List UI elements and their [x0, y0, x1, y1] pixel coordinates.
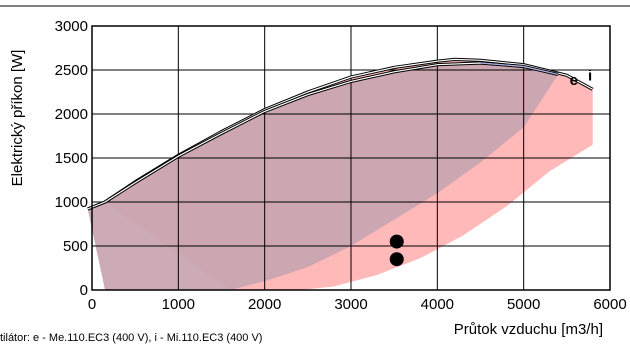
y-tick-label: 2000 — [55, 106, 88, 123]
x-tick-label: 3000 — [334, 296, 367, 313]
plot-border — [91, 25, 611, 291]
series-e-area — [87, 63, 559, 290]
x-tick-label: 2000 — [248, 296, 281, 313]
y-tick-label: 0 — [80, 282, 88, 299]
x-tick-label: 0 — [88, 296, 96, 313]
y-tick-label: 3000 — [55, 18, 88, 35]
area-fills — [87, 59, 593, 291]
x-tick-label: 5000 — [507, 296, 540, 313]
operating-point — [389, 234, 404, 249]
text-labels: Elektrický příkon [W] Průtok vzduchu [m3… — [0, 50, 603, 344]
series-e-curve-tint — [480, 62, 559, 75]
y-axis-title: Elektrický příkon [W] — [9, 50, 26, 187]
tick-labels: 0 1000 2000 3000 4000 5000 6000 0 500 1000 1500 200… — [55, 18, 627, 313]
x-tick-label: 1000 — [162, 296, 195, 313]
plot-frame — [0, 5, 630, 291]
x-tick-label: 6000 — [593, 296, 626, 313]
curve-label-e: e — [570, 72, 578, 89]
curve-label-i: i — [588, 68, 592, 85]
fan-legend-note: tilátor: e - Me.110.EC3 (400 V), i - Mi.… — [0, 332, 262, 344]
y-tick-label: 2500 — [55, 62, 88, 79]
x-tick-label: 4000 — [421, 296, 454, 313]
operating-point — [389, 252, 404, 267]
y-tick-label: 1500 — [55, 150, 88, 167]
y-tick-label: 500 — [63, 238, 88, 255]
x-axis-title: Průtok vzduchu [m3/h] — [454, 321, 603, 338]
y-tick-label: 1000 — [55, 194, 88, 211]
data-points — [389, 234, 404, 267]
